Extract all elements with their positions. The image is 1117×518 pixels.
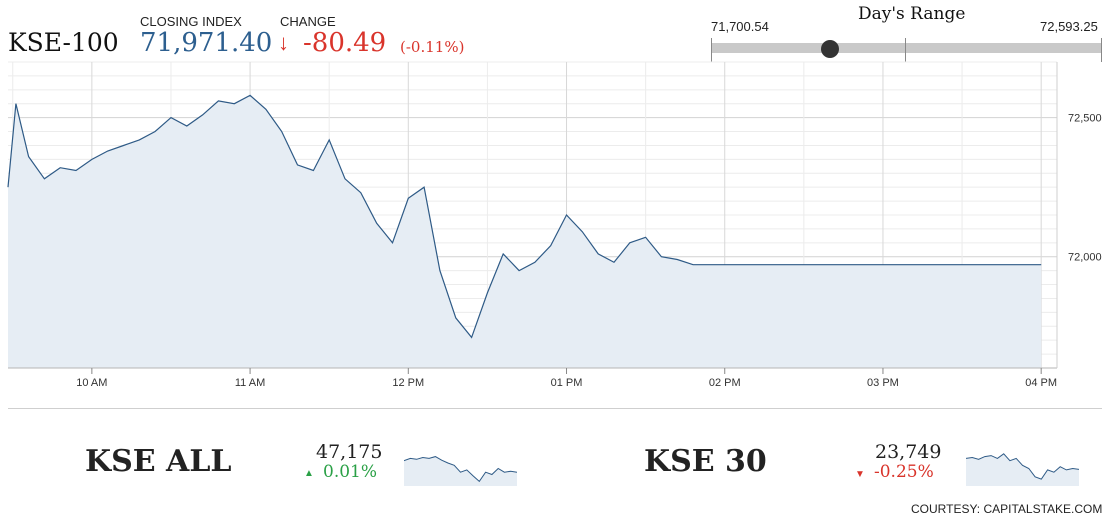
days-range-tick-high: [1101, 38, 1102, 62]
x-tick-label: 10 AM: [76, 377, 107, 389]
kse-all-percent: 0.01%: [323, 462, 378, 482]
kse-30-value: 23,749: [875, 441, 942, 463]
closing-index-label: CLOSING INDEX: [140, 14, 242, 29]
index-name: KSE-100: [8, 28, 119, 57]
y-tick-label: 72,500: [1068, 113, 1102, 125]
closing-index-value: 71,971.40: [140, 28, 273, 58]
x-tick-label: 12 PM: [392, 377, 424, 389]
section-divider: [8, 408, 1102, 409]
down-arrow-icon: ↓: [278, 30, 289, 55]
kse-30-sparkline: [966, 453, 1079, 486]
days-range-low: 71,700.54: [711, 19, 769, 34]
days-range-high: 72,593.25: [1040, 19, 1098, 34]
days-range-title: Day's Range: [858, 4, 966, 24]
intraday-chart: 10 AM 11 AM 12 PM 01 PM 02 PM 03 PM 04 PM 72,50…: [7, 61, 1102, 389]
chart-series: [7, 94, 1042, 369]
change-percent: (-0.11%): [400, 38, 465, 56]
down-arrow-icon: ▼: [855, 469, 865, 480]
days-range-marker: [821, 40, 839, 58]
x-tick-label: 04 PM: [1025, 377, 1057, 389]
days-range-track: [711, 43, 1102, 53]
series-area: [8, 95, 1042, 369]
x-tick-label: 03 PM: [867, 377, 899, 389]
series-line: [7, 94, 1042, 339]
sparkline-line: [966, 453, 1079, 480]
chart-axes: 10 AM 11 AM 12 PM 01 PM 02 PM 03 PM 04 PM 72,50…: [8, 62, 1102, 389]
up-arrow-icon: ▲: [304, 468, 314, 479]
y-tick-label: 72,000: [1068, 252, 1102, 264]
x-tick-label: 11 AM: [235, 377, 265, 389]
kse-all-sparkline: [404, 456, 517, 486]
kse-all-name: KSE ALL: [85, 444, 232, 479]
sparkline-area: [966, 453, 1079, 486]
courtesy-credit: COURTESY: CAPITALSTAKE.COM: [911, 502, 1103, 516]
days-range-tick-low: [711, 38, 712, 62]
kse-all-value: 47,175: [316, 441, 383, 463]
change-label: CHANGE: [280, 14, 336, 29]
sparkline-line: [404, 456, 517, 483]
x-tick-label: 01 PM: [551, 377, 583, 389]
kse-30-percent: -0.25%: [874, 462, 934, 482]
change-value: -80.49: [303, 28, 387, 58]
x-tick-label: 02 PM: [709, 377, 741, 389]
kse-30-name: KSE 30: [644, 444, 767, 479]
days-range-tick-mid: [905, 38, 906, 62]
sparkline-area: [404, 456, 517, 486]
